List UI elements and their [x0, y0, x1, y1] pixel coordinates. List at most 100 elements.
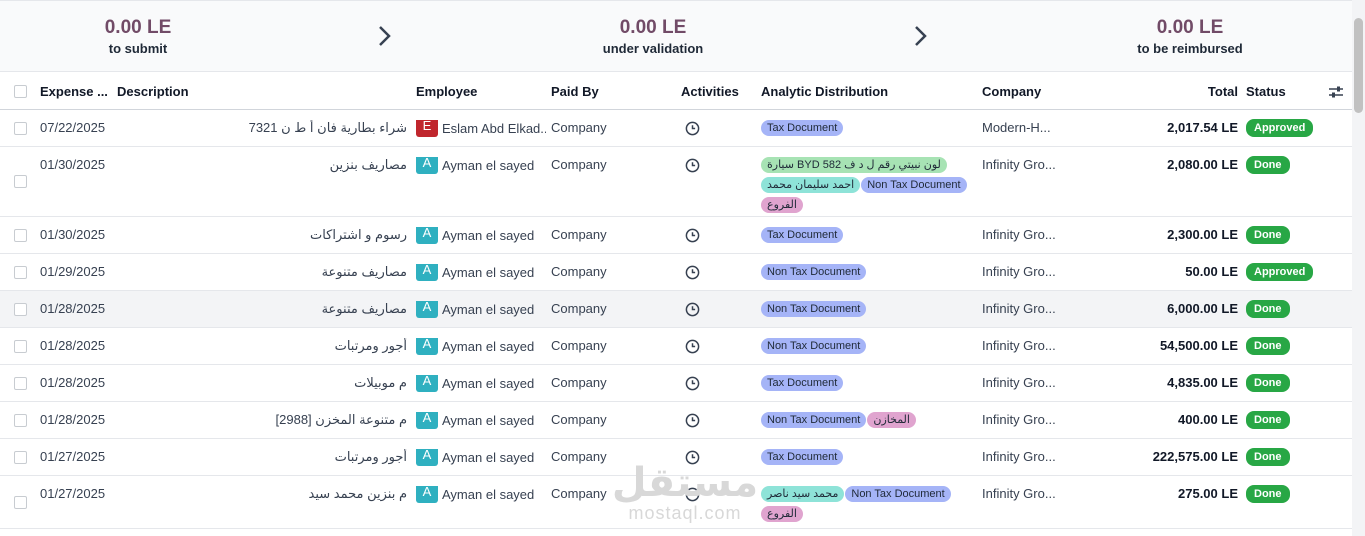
column-paid-by[interactable]: Paid By — [551, 84, 599, 99]
status-badge: Approved — [1246, 119, 1314, 137]
paid-by: Company — [551, 120, 607, 135]
summary-label: to be reimbursed — [1137, 41, 1243, 56]
company: Infinity Gro... — [982, 227, 1056, 242]
clock-icon[interactable] — [685, 302, 701, 320]
status-badge: Done — [1246, 448, 1290, 466]
row-select-checkbox[interactable] — [14, 266, 27, 279]
summary-amount: 0.00 LE — [1156, 17, 1224, 38]
clock-icon[interactable] — [685, 228, 701, 246]
summary-under-validation[interactable]: 0.00 LE under validation — [523, 17, 783, 56]
clock-icon[interactable] — [685, 413, 701, 431]
company: Modern-H... — [982, 120, 1051, 135]
column-status[interactable]: Status — [1246, 84, 1286, 99]
row-select-checkbox[interactable] — [14, 496, 27, 509]
analytic-tag: احمد سليمان محمد — [761, 177, 861, 193]
analytic-distribution: Non Tax Document — [761, 337, 976, 357]
employee-name: Ayman el sayed — [442, 228, 535, 244]
clock-icon[interactable] — [685, 121, 701, 139]
analytic-tag: Tax Document — [761, 375, 844, 391]
employee-name: Eslam Abd Elkad... — [442, 121, 546, 137]
scrollbar-thumb[interactable] — [1354, 18, 1363, 113]
row-select-checkbox[interactable] — [14, 175, 27, 188]
column-analytic-distribution[interactable]: Analytic Distribution — [761, 84, 889, 99]
total-amount: 54,500.00 LE — [1159, 338, 1238, 353]
column-employee[interactable]: Employee — [416, 84, 478, 99]
analytic-tag: Non Tax Document — [761, 412, 867, 428]
employee-name: Ayman el sayed — [442, 158, 535, 174]
table-row[interactable]: 01/27/2025 م بنزين محمد سيد A Ayman el saye… — [0, 476, 1352, 529]
status-badge-cell: Approved — [1246, 263, 1314, 281]
column-expense-date[interactable]: Expense ... — [40, 84, 108, 99]
expense-description: مصاريف متنوعة — [321, 301, 407, 316]
row-select-checkbox[interactable] — [14, 303, 27, 316]
optional-columns-settings-icon[interactable] — [1328, 84, 1344, 100]
column-activities[interactable]: Activities — [681, 84, 739, 99]
clock-icon[interactable] — [685, 450, 701, 468]
table-row[interactable]: 01/27/2025 أجور ومرتبات A Ayman el sayed Com… — [0, 439, 1352, 476]
company: Infinity Gro... — [982, 412, 1056, 427]
table-row[interactable]: 07/22/2025 شراء بطارية فان أ ط ن 7321 E Esl… — [0, 110, 1352, 147]
summary-to-be-reimbursed[interactable]: 0.00 LE to be reimbursed — [1060, 17, 1320, 56]
table-row[interactable]: 01/30/2025 مصاريف بنزين A Ayman el sayed Com… — [0, 147, 1352, 217]
total-amount: 2,300.00 LE — [1167, 227, 1238, 242]
status-badge-cell: Done — [1246, 300, 1290, 318]
employee-cell: A Ayman el sayed — [416, 301, 546, 319]
expense-date: 01/27/2025 — [40, 486, 106, 501]
row-select-checkbox[interactable] — [14, 229, 27, 242]
expense-description: رسوم و اشتراكات — [309, 227, 407, 242]
employee-name: Ayman el sayed — [442, 302, 535, 318]
status-badge: Done — [1246, 156, 1290, 174]
row-select-checkbox[interactable] — [14, 451, 27, 464]
analytic-tag: محمد سيد ناصر — [761, 486, 845, 502]
company: Infinity Gro... — [982, 449, 1056, 464]
status-badge: Approved — [1246, 263, 1314, 281]
expense-date: 01/30/2025 — [40, 157, 106, 172]
clock-icon[interactable] — [685, 487, 701, 505]
status-badge-cell: Done — [1246, 485, 1290, 503]
analytic-distribution: Tax Document — [761, 119, 976, 139]
table-row[interactable]: 01/28/2025 م موبيلات A Ayman el sayed Compan… — [0, 365, 1352, 402]
row-select-checkbox[interactable] — [14, 340, 27, 353]
expense-date: 01/28/2025 — [40, 301, 106, 316]
total-amount: 275.00 LE — [1178, 486, 1238, 501]
column-company[interactable]: Company — [982, 84, 1042, 99]
employee-cell: A Ayman el sayed — [416, 264, 546, 282]
avatar: A — [416, 486, 438, 504]
analytic-tag: الفروع — [761, 197, 803, 213]
table-row[interactable]: 01/28/2025 أجور ومرتبات A Ayman el sayed Com… — [0, 328, 1352, 365]
clock-icon[interactable] — [685, 339, 701, 357]
clock-icon[interactable] — [685, 158, 701, 176]
clock-icon[interactable] — [685, 265, 701, 283]
row-select-checkbox[interactable] — [14, 122, 27, 135]
summary-to-submit[interactable]: 0.00 LE to submit — [8, 17, 268, 56]
expense-description: أجور ومرتبات — [334, 449, 407, 464]
analytic-tag: لون نبيتي رقم ل د ف BYD 582 سيارة — [761, 157, 947, 173]
company: Infinity Gro... — [982, 486, 1056, 501]
table-row[interactable]: 01/28/2025 م متنوعة المخزن [2988] A Ayman e… — [0, 402, 1352, 439]
table-row[interactable]: 01/29/2025 مصاريف متنوعة A Ayman el sayed Co… — [0, 254, 1352, 291]
expense-description: شراء بطارية فان أ ط ن 7321 — [248, 120, 407, 135]
select-all-checkbox[interactable] — [14, 85, 27, 98]
employee-name: Ayman el sayed — [442, 265, 535, 281]
analytic-tag: Non Tax Document — [861, 177, 967, 193]
status-badge: Done — [1246, 485, 1290, 503]
avatar: A — [416, 264, 438, 282]
vertical-scrollbar[interactable] — [1352, 0, 1365, 536]
employee-cell: A Ayman el sayed — [416, 157, 546, 175]
row-select-checkbox[interactable] — [14, 377, 27, 390]
column-total[interactable]: Total — [1207, 84, 1238, 99]
table-header: Expense ... Description Employee Paid By… — [0, 73, 1352, 110]
analytic-tag: Tax Document — [761, 227, 844, 243]
column-description[interactable]: Description — [117, 84, 189, 99]
summary-label: to submit — [108, 41, 168, 56]
employee-name: Ayman el sayed — [442, 450, 535, 466]
analytic-distribution: Tax Document — [761, 374, 976, 394]
table-row[interactable]: 01/30/2025 رسوم و اشتراكات A Ayman el sayed… — [0, 217, 1352, 254]
row-select-checkbox[interactable] — [14, 414, 27, 427]
paid-by: Company — [551, 157, 607, 172]
clock-icon[interactable] — [685, 376, 701, 394]
chevron-right-icon — [912, 23, 930, 49]
table-row[interactable]: 01/28/2025 مصاريف متنوعة A Ayman el sayed Co… — [0, 291, 1352, 328]
status-badge-cell: Done — [1246, 411, 1290, 429]
paid-by: Company — [551, 486, 607, 501]
